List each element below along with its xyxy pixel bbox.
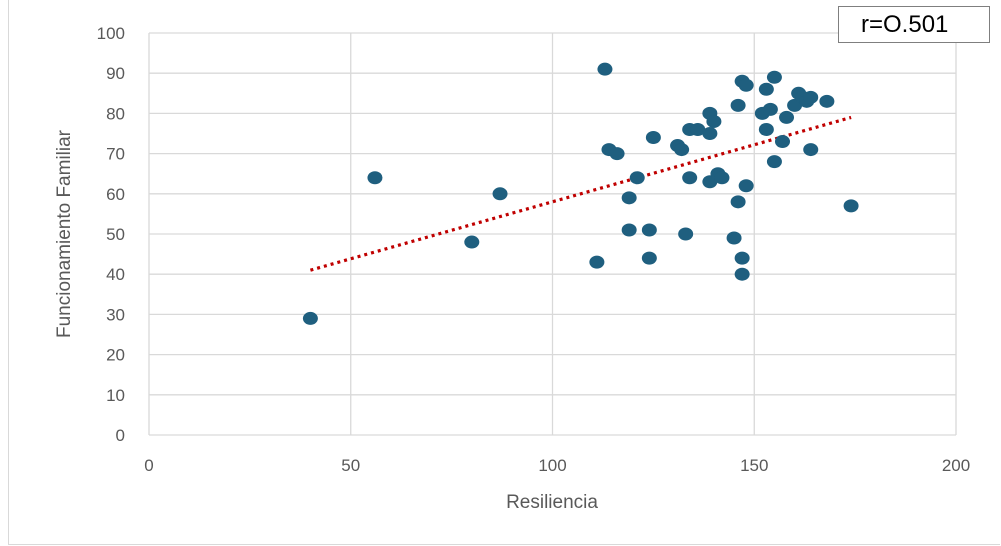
y-tick-label: 20 (106, 346, 125, 365)
data-point (645, 131, 661, 145)
y-tick-label: 50 (106, 225, 125, 244)
data-point (492, 187, 508, 201)
data-point (738, 179, 754, 193)
y-tick-label: 80 (106, 104, 125, 123)
data-point (641, 223, 657, 237)
data-point (738, 78, 754, 92)
data-point (706, 114, 722, 128)
data-point (621, 191, 637, 205)
y-axis-title: Funcionamiento Familiar (54, 129, 75, 338)
gridlines (148, 32, 957, 436)
data-point (730, 195, 746, 209)
data-point (641, 251, 657, 265)
y-tick-label: 70 (106, 145, 125, 164)
chart-frame (8, 0, 1000, 545)
data-point (819, 94, 835, 108)
y-tick-label: 40 (106, 265, 125, 284)
data-point (758, 82, 774, 96)
data-point (674, 143, 690, 157)
data-point (702, 127, 718, 140)
data-point (766, 70, 782, 84)
data-point (678, 227, 694, 241)
x-tick-label: 100 (538, 456, 566, 475)
y-tick-label: 100 (97, 24, 125, 43)
data-point (774, 135, 790, 149)
x-axis-title: Resiliencia (506, 492, 598, 513)
data-point (779, 110, 795, 124)
data-point (762, 102, 778, 116)
data-point (803, 90, 819, 104)
data-points (302, 62, 859, 325)
trendline-group (309, 115, 852, 272)
data-point (302, 311, 318, 325)
data-point (629, 171, 645, 185)
data-point (597, 62, 613, 76)
data-point (734, 251, 750, 265)
y-tick-label: 0 (116, 426, 125, 445)
y-tick-label: 30 (106, 305, 125, 324)
data-point (464, 235, 480, 249)
x-tick-label: 50 (341, 456, 360, 475)
data-point (730, 98, 746, 112)
data-point (734, 267, 750, 281)
y-tick-label: 90 (106, 64, 125, 83)
data-point (609, 147, 625, 161)
y-tick-label: 60 (106, 185, 125, 204)
x-tick-label: 150 (740, 456, 768, 475)
data-point (766, 155, 782, 169)
x-tick-label: 200 (942, 456, 970, 475)
data-point (690, 122, 706, 136)
trendline (309, 115, 852, 272)
correlation-annotation: r=O.501 (838, 6, 990, 43)
data-point (589, 255, 605, 269)
data-point (367, 171, 383, 185)
data-point (682, 171, 698, 185)
data-point (621, 223, 637, 237)
data-point (714, 171, 730, 185)
y-tick-label: 10 (106, 386, 125, 405)
data-point (843, 199, 859, 213)
data-point (803, 143, 819, 157)
tick-labels: 0 10 20 30 40 50 60 70 80 90 100 0 50 100 150 200 (97, 24, 971, 475)
x-tick-label: 0 (144, 456, 153, 475)
data-point (726, 231, 742, 245)
data-point (758, 122, 774, 136)
